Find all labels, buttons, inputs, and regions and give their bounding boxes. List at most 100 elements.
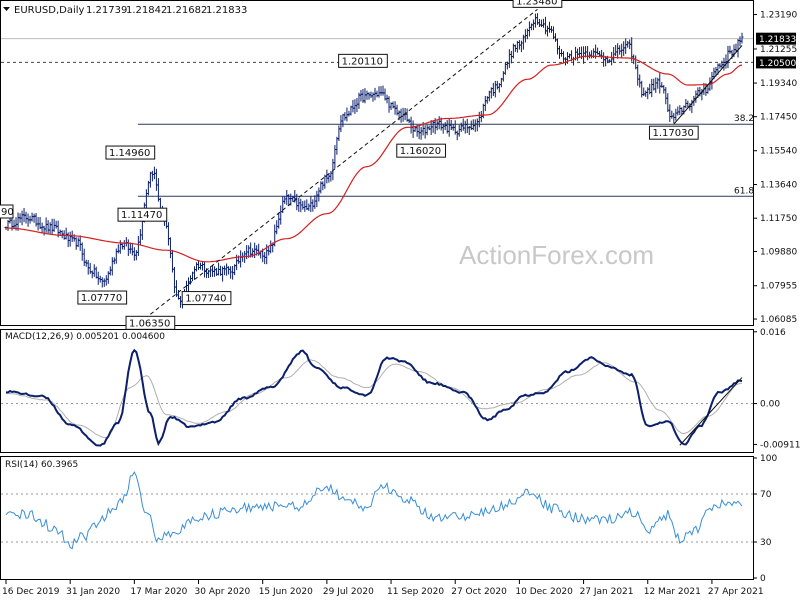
ohlc-bar (201, 262, 205, 271)
ohlc-bar (457, 124, 461, 137)
rsi-tick-label: 100 (760, 454, 777, 464)
ohlc-bar (297, 197, 301, 212)
rsi-panel[interactable] (0, 456, 754, 580)
ohlc-bar (263, 252, 267, 265)
ohlc-bar (443, 122, 447, 131)
ohlc-bar (78, 235, 82, 251)
ohlc-bar (90, 270, 94, 279)
ohlc-bar (582, 46, 586, 64)
x-tick-label: 27 Apr 2021 (708, 587, 764, 597)
ohlc-bar (351, 99, 355, 113)
axis-tag-text: 1.20500 (759, 59, 796, 69)
fib-label: 61.8 (734, 186, 754, 196)
ohlc-bar (553, 33, 557, 42)
ohlc-bar (658, 73, 662, 94)
ohlc-bar (66, 232, 70, 248)
ohlc-bar (555, 38, 559, 55)
price-label-text: 1.14960 (109, 148, 150, 159)
price-label-text: 1.07740 (185, 294, 226, 305)
macd-layer: 0.016 0.00 -0.009116 (1, 328, 800, 450)
ohlc-bar (44, 217, 48, 233)
price-label: 1.07740 (181, 291, 232, 306)
ohlc-bar (543, 16, 547, 35)
header-open: 1.21739 (86, 5, 127, 16)
ohlc-bar (560, 48, 564, 57)
price-label: 1.07770 (77, 290, 128, 305)
price-label: 1.06350 (125, 315, 176, 330)
ohlc-bar (132, 247, 136, 261)
ohlc-bar (614, 44, 618, 57)
price-label-text: 1.16020 (400, 146, 441, 157)
price-tick-label: 1.15540 (760, 147, 797, 157)
price-label: 1.23480 (512, 0, 563, 8)
ohlc-bar (477, 111, 481, 128)
x-tick-label: 16 Dec 2019 (2, 587, 60, 597)
ohlc-bar (311, 199, 315, 212)
ohlc-bar (537, 18, 541, 28)
rsi-tick-label: 70 (760, 490, 772, 500)
ohlc-bar (483, 95, 487, 112)
price-label-text: 1.06350 (129, 318, 170, 329)
ohlc-bar (373, 87, 377, 101)
ohlc-bar (279, 205, 283, 225)
ohlc-bar (449, 119, 453, 130)
ohlc-bar (102, 278, 106, 287)
price-label: 1.11470 (117, 207, 168, 222)
ohlc-bar (275, 220, 279, 235)
ohlc-bar (30, 212, 34, 222)
price-label-text: 1.07770 (81, 293, 122, 304)
ohlc-bar (48, 222, 52, 235)
ohlc-bar (203, 261, 207, 278)
ohlc-bar (644, 90, 648, 97)
ohlc-bar (70, 230, 74, 243)
price-label: 1.17030 (648, 125, 699, 140)
price-panel[interactable] (0, 0, 754, 326)
ohlc-bar (491, 82, 495, 97)
ohlc-bar (74, 237, 78, 250)
price-bars (4, 13, 744, 309)
price-tick-label: 1.06085 (760, 315, 797, 325)
ohlc-bar (531, 19, 535, 31)
ohlc-bar (223, 265, 227, 276)
ohlc-bar (116, 244, 120, 254)
level-price-tag: 1.20500 (756, 56, 796, 69)
ohlc-bar (728, 45, 732, 54)
ohlc-bar (475, 118, 479, 132)
ohlc-bar (507, 49, 511, 68)
ohlc-bar (156, 178, 160, 202)
price-overlay (6, 8, 743, 315)
ohlc-bar (576, 48, 580, 61)
ohlc-bar (676, 106, 680, 116)
ohlc-bar (471, 119, 475, 131)
price-label: 1.20110 (338, 53, 388, 68)
rsi-line (5, 471, 743, 550)
ohlc-bar (209, 266, 213, 278)
ohlc-bar (395, 104, 399, 116)
ohlc-bar (186, 277, 190, 293)
ohlc-bar (213, 266, 217, 277)
macd-panel[interactable] (0, 329, 754, 453)
ohlc-bar (495, 80, 499, 90)
ohlc-bar (321, 181, 325, 191)
ohlc-bar (136, 236, 140, 256)
ohlc-bar (112, 257, 116, 265)
ohlc-bar (313, 195, 317, 209)
ohlc-bar (435, 120, 439, 131)
ohlc-bar (642, 87, 646, 96)
price-tick-label: 1.07955 (760, 282, 797, 292)
ohlc-bar (539, 19, 543, 28)
macd-tick-label: -0.009116 (760, 440, 800, 450)
ohlc-bar (225, 263, 229, 276)
header-dropdown-icon[interactable] (3, 7, 10, 11)
price-label-text: 1.17030 (652, 128, 693, 139)
ohlc-bar (656, 77, 660, 89)
ohlc-bar (138, 229, 142, 245)
header-close: 1.21833 (206, 5, 247, 16)
ohlc-bar (441, 123, 445, 134)
ohlc-bar (423, 125, 427, 139)
ohlc-bar (343, 112, 347, 121)
price-tick-label: 1.17450 (760, 113, 797, 123)
ohlc-bar (527, 21, 531, 37)
ohlc-bar (277, 212, 281, 229)
ohlc-bar (375, 90, 379, 98)
